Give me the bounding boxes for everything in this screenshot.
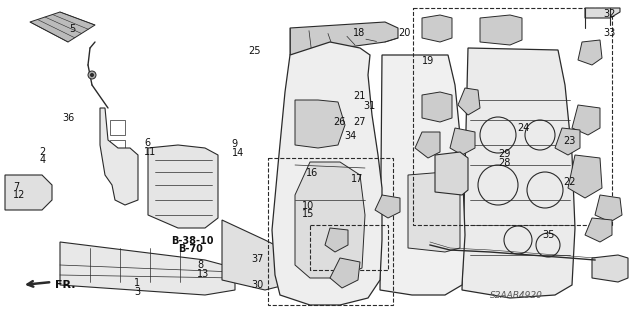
Text: 32: 32 — [603, 9, 615, 19]
Text: 9: 9 — [232, 139, 238, 149]
Text: S2AAB4920: S2AAB4920 — [490, 291, 543, 300]
Text: 11: 11 — [144, 146, 156, 157]
Text: 31: 31 — [364, 101, 376, 111]
Text: 34: 34 — [344, 130, 356, 141]
Polygon shape — [450, 128, 475, 155]
Text: B-70: B-70 — [178, 244, 203, 255]
Text: B-38-10: B-38-10 — [172, 236, 214, 246]
Text: 24: 24 — [517, 123, 529, 133]
Text: 7: 7 — [13, 182, 19, 192]
Text: 13: 13 — [197, 269, 209, 279]
Polygon shape — [435, 152, 468, 195]
Text: 25: 25 — [248, 46, 261, 56]
Text: 33: 33 — [603, 28, 615, 39]
Polygon shape — [375, 195, 400, 218]
Polygon shape — [595, 195, 622, 222]
Text: 10: 10 — [302, 201, 314, 211]
Text: 4: 4 — [40, 155, 46, 165]
Polygon shape — [578, 40, 602, 65]
Text: 6: 6 — [144, 138, 150, 148]
Polygon shape — [60, 242, 235, 295]
Text: 15: 15 — [302, 209, 314, 219]
Circle shape — [88, 71, 96, 79]
Polygon shape — [572, 105, 600, 135]
Polygon shape — [480, 15, 522, 45]
Polygon shape — [272, 42, 382, 305]
Polygon shape — [422, 92, 452, 122]
Text: 28: 28 — [498, 158, 510, 168]
Text: 36: 36 — [63, 113, 75, 123]
Polygon shape — [30, 12, 95, 42]
Polygon shape — [295, 100, 345, 148]
Polygon shape — [585, 218, 612, 242]
Text: 30: 30 — [251, 279, 263, 290]
Text: 17: 17 — [351, 174, 363, 184]
Polygon shape — [585, 8, 620, 18]
Text: 35: 35 — [543, 230, 555, 241]
Text: FR.: FR. — [55, 280, 76, 290]
Text: 14: 14 — [232, 148, 244, 158]
Text: 19: 19 — [422, 56, 435, 66]
Polygon shape — [330, 258, 360, 288]
Polygon shape — [295, 162, 365, 278]
Text: 12: 12 — [13, 190, 25, 200]
Text: 18: 18 — [353, 28, 365, 39]
Polygon shape — [458, 88, 480, 115]
Text: 3: 3 — [134, 287, 141, 297]
Polygon shape — [290, 22, 398, 55]
Polygon shape — [325, 228, 348, 252]
Text: 8: 8 — [197, 260, 204, 271]
Text: 5: 5 — [69, 24, 76, 34]
Polygon shape — [422, 15, 452, 42]
Circle shape — [90, 73, 94, 77]
Text: 22: 22 — [563, 177, 576, 188]
Text: 2: 2 — [40, 146, 46, 157]
Text: 37: 37 — [251, 254, 263, 264]
Polygon shape — [5, 175, 52, 210]
Text: 20: 20 — [398, 28, 410, 39]
Text: 29: 29 — [498, 149, 510, 159]
Text: 26: 26 — [333, 117, 345, 127]
Polygon shape — [100, 108, 138, 205]
Text: 16: 16 — [306, 168, 318, 178]
Polygon shape — [380, 55, 465, 295]
Text: 21: 21 — [353, 91, 365, 101]
Polygon shape — [415, 132, 440, 158]
Text: 23: 23 — [563, 136, 575, 146]
Polygon shape — [222, 220, 285, 290]
Polygon shape — [555, 128, 580, 155]
Text: 1: 1 — [134, 278, 141, 288]
Polygon shape — [462, 48, 575, 298]
Polygon shape — [568, 155, 602, 198]
Polygon shape — [148, 145, 218, 228]
Text: 27: 27 — [353, 117, 366, 127]
Polygon shape — [592, 255, 628, 282]
Polygon shape — [408, 172, 460, 252]
